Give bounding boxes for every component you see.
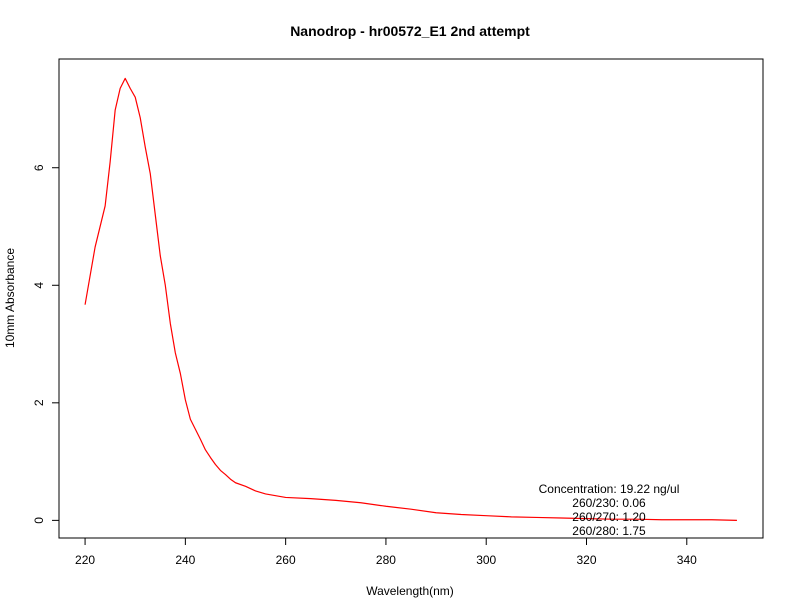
y-axis: 0 2 4 6 (32, 164, 60, 524)
y-tick-label: 2 (32, 399, 46, 406)
x-tick-label: 240 (175, 553, 195, 567)
annotation-block: Concentration: 19.22 ng/ul 260/230: 0.06… (539, 482, 680, 538)
x-tick-label: 220 (75, 553, 95, 567)
x-axis: 220 240 260 280 300 320 340 (75, 537, 697, 567)
annotation-ratio-260-280: 260/280: 1.75 (572, 524, 646, 538)
x-tick-label: 340 (677, 553, 697, 567)
annotation-ratio-260-230: 260/230: 0.06 (572, 496, 646, 510)
y-tick-label: 4 (32, 282, 46, 289)
x-tick-label: 260 (276, 553, 296, 567)
x-tick-label: 280 (376, 553, 396, 567)
absorbance-series-line (84, 77, 737, 521)
series-group (84, 77, 737, 521)
x-axis-label: Wavelength(nm) (366, 584, 454, 598)
y-tick-label: 6 (32, 164, 46, 171)
chart-title: Nanodrop - hr00572_E1 2nd attempt (290, 23, 530, 39)
x-tick-label: 300 (476, 553, 496, 567)
y-tick-label: 0 (32, 517, 46, 524)
x-tick-label: 320 (576, 553, 596, 567)
y-axis-label: 10mm Absorbance (3, 248, 17, 348)
annotation-concentration: Concentration: 19.22 ng/ul (539, 482, 680, 496)
annotation-ratio-260-270: 260/270: 1.20 (572, 510, 646, 524)
